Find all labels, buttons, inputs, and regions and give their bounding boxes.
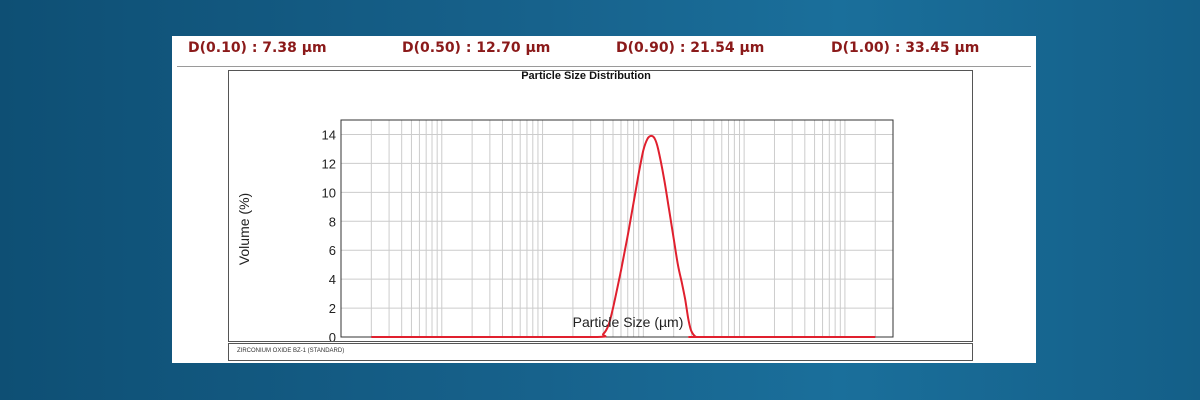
y-tick-label: 2 bbox=[329, 301, 336, 316]
stat-d100: D(1.00) : 33.45 µm bbox=[831, 40, 980, 56]
y-tick-label: 12 bbox=[322, 156, 336, 171]
grid-layer bbox=[340, 120, 894, 338]
distribution-curve bbox=[371, 134, 876, 339]
y-axis-label: Volume (%) bbox=[236, 193, 252, 265]
y-tick-label: 10 bbox=[322, 185, 336, 200]
y-tick-label: 6 bbox=[329, 243, 336, 258]
particle-size-chart: 024681012140.010.111010010003000 Particl… bbox=[236, 70, 908, 356]
y-tick-label: 14 bbox=[322, 127, 336, 142]
stat-d10: D(0.10) : 7.38 µm bbox=[188, 40, 327, 56]
stat-d90: D(0.90) : 21.54 µm bbox=[616, 40, 765, 56]
sample-footer: ZIRCONIUM OXIDE BZ-1 (STANDARD) bbox=[228, 343, 973, 361]
x-axis-label: Particle Size (µm) bbox=[573, 314, 684, 330]
y-tick-label: 0 bbox=[329, 330, 336, 341]
chart-frame: 024681012140.010.111010010003000 Particl… bbox=[228, 70, 973, 356]
y-tick-label: 8 bbox=[329, 214, 336, 229]
report-panel: D(0.10) : 7.38 µm D(0.50) : 12.70 µm D(0… bbox=[172, 36, 1036, 363]
chart-title: Particle Size Distribution bbox=[521, 71, 651, 82]
y-tick-label: 4 bbox=[329, 272, 336, 287]
ticks-layer: 024681012140.010.111010010003000 bbox=[322, 127, 908, 356]
plot-border bbox=[340, 119, 894, 338]
percentile-stats-bar: D(0.10) : 7.38 µm D(0.50) : 12.70 µm D(0… bbox=[172, 36, 1036, 66]
sample-name: ZIRCONIUM OXIDE BZ-1 (STANDARD) bbox=[237, 348, 345, 354]
header-divider bbox=[177, 66, 1031, 67]
stat-d50: D(0.50) : 12.70 µm bbox=[402, 40, 551, 56]
